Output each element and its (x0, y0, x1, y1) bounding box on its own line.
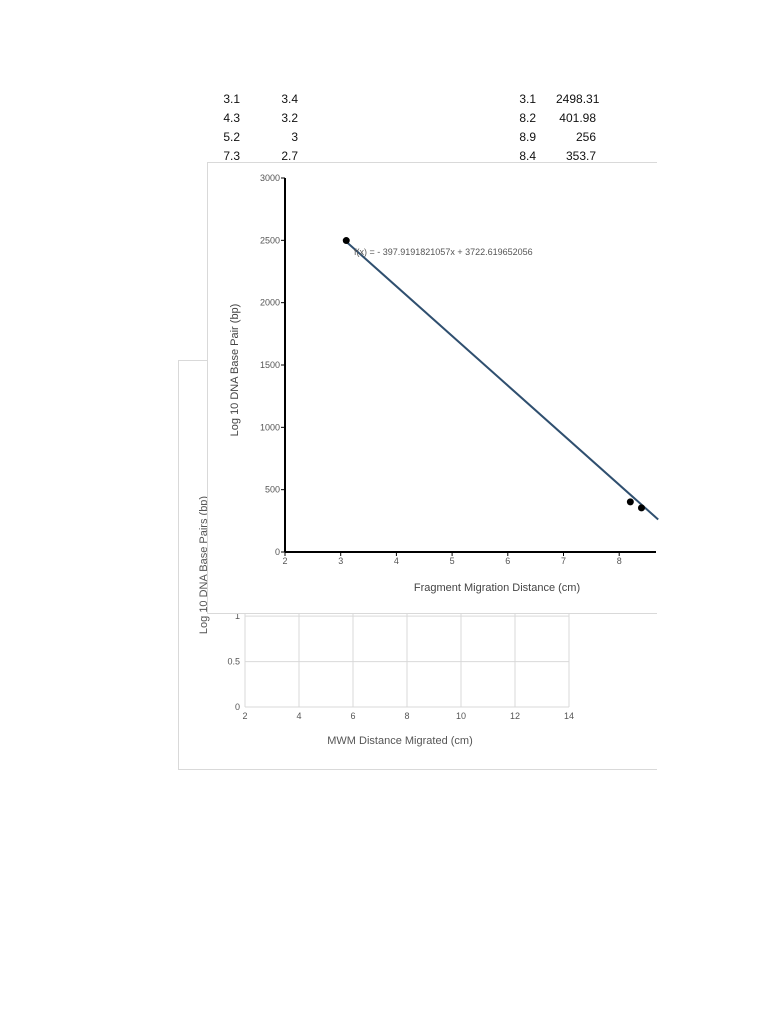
table-cell: 3.2 (281, 111, 298, 125)
front-x-ticks: 2 3 4 5 6 7 8 (282, 552, 622, 566)
table-cell: 3.1 (223, 92, 240, 106)
front-x-tick-label: 2 (282, 556, 287, 566)
front-y-tick-label: 3000 (260, 173, 280, 183)
table-cell: 2.7 (281, 149, 298, 163)
front-y-tick-label: 1000 (260, 422, 280, 432)
back-y-ticks: 00.51 (227, 611, 240, 712)
table-cell: 401.98 (559, 111, 596, 125)
back-x-ticks: 2 4 6 8 10 12 14 (242, 711, 574, 721)
back-x-axis-label: MWM Distance Migrated (cm) (327, 735, 472, 747)
back-y-tick-label: 0 (235, 702, 240, 712)
table-cell: 2498.31 (556, 92, 600, 106)
table-cell: 3 (291, 130, 298, 144)
back-x-tick-label: 14 (564, 711, 574, 721)
front-x-tick-label: 5 (450, 556, 455, 566)
front-y-tick-label: 0 (275, 547, 280, 557)
front-x-axis-label: Fragment Migration Distance (cm) (414, 582, 580, 594)
data-point (342, 237, 350, 245)
front-y-tick-label: 2500 (260, 235, 280, 245)
table-cell: 353.7 (565, 149, 596, 163)
back-x-tick-label: 12 (510, 711, 520, 721)
back-grid (244, 598, 570, 708)
front-y-tick-label: 1500 (260, 360, 280, 370)
table-cell: 256 (575, 130, 596, 144)
front-x-tick-label: 3 (338, 556, 343, 566)
table-cell: 3.1 (519, 92, 536, 106)
table-cell: 8.4 (519, 149, 536, 163)
front-x-tick-label: 6 (505, 556, 510, 566)
front-y-tick-label: 2000 (260, 298, 280, 308)
back-y-tick-label: 0.5 (227, 657, 240, 667)
back-x-tick-label: 4 (296, 711, 301, 721)
front-y-ticks: 0 500 1000 1500 2000 2500 3000 (260, 173, 285, 557)
trendline-equation: f(x) = - 397.9191821057x + 3722.61965205… (354, 247, 533, 257)
table-cell: 4.3 (223, 111, 240, 125)
table-cell: 5.2 (223, 130, 240, 144)
front-axes (284, 178, 656, 553)
front-y-tick-label: 500 (265, 485, 280, 495)
front-x-tick-label: 8 (617, 556, 622, 566)
data-point (626, 498, 634, 506)
table-cell: 3.4 (281, 92, 298, 106)
data-point (637, 504, 645, 512)
front-points (342, 237, 645, 512)
front-x-tick-label: 4 (394, 556, 399, 566)
front-x-tick-label: 7 (561, 556, 566, 566)
back-x-tick-label: 2 (242, 711, 247, 721)
fragment-chart-frame[interactable] (207, 162, 657, 614)
table-cell: 8.9 (519, 130, 536, 144)
table-cell: 7.3 (223, 149, 240, 163)
back-x-tick-label: 10 (456, 711, 466, 721)
table-cell: 8.2 (519, 111, 536, 125)
front-trendline (345, 240, 659, 521)
back-x-tick-label: 6 (350, 711, 355, 721)
back-y-tick-label: 1 (235, 611, 240, 621)
front-y-axis-label: Log 10 DNA Base Pair (bp) (229, 304, 241, 437)
back-x-tick-label: 8 (404, 711, 409, 721)
trendline (345, 240, 659, 521)
